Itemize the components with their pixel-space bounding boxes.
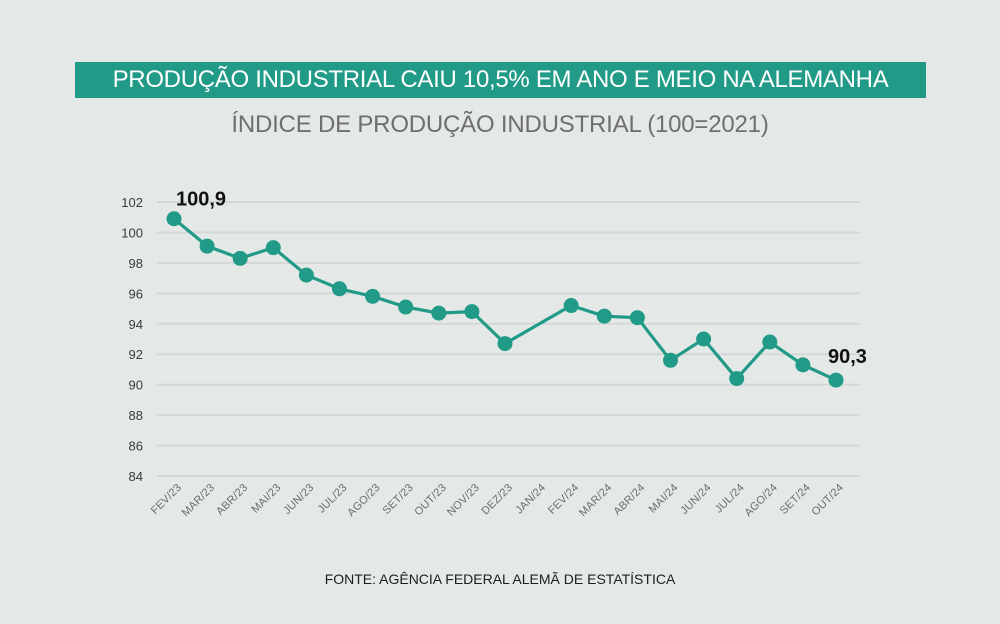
x-tick-label: OUT/23 [412, 482, 449, 519]
data-point [265, 240, 281, 256]
data-point [431, 305, 447, 321]
x-tick-label: MAR/24 [577, 482, 614, 519]
data-point [762, 334, 778, 350]
y-tick-label: 102 [121, 195, 143, 210]
x-tick-label: AGO/23 [345, 482, 382, 519]
x-tick-label: NOV/23 [445, 482, 482, 519]
x-tick-label: DEZ/23 [479, 482, 515, 518]
data-point [166, 211, 182, 227]
x-tick-label: JAN/24 [513, 482, 548, 517]
data-point [464, 304, 480, 320]
x-tick-label: SET/24 [778, 482, 813, 517]
y-tick-label: 98 [129, 256, 143, 271]
x-tick-label: MAI/24 [647, 482, 681, 516]
data-point [563, 298, 579, 314]
data-point [365, 288, 381, 304]
y-tick-label: 94 [129, 317, 143, 332]
x-tick-label: ABR/23 [214, 482, 250, 518]
data-point [298, 267, 314, 283]
x-tick-label: OUT/24 [810, 482, 847, 519]
data-point [828, 372, 844, 388]
x-tick-label: ABR/24 [611, 482, 647, 518]
y-tick-label: 92 [129, 347, 143, 362]
data-labels: 100,9 90,3 [176, 189, 867, 368]
data-point [696, 331, 712, 347]
series-points [166, 211, 844, 388]
data-point [629, 310, 645, 326]
x-tick-label: SET/23 [381, 482, 416, 517]
x-tick-label: MAR/23 [180, 482, 217, 519]
y-tick-label: 100 [121, 225, 143, 240]
y-tick-label: 90 [129, 378, 143, 393]
x-tick-label: MAI/23 [249, 482, 283, 516]
y-tick-label: 84 [129, 469, 143, 484]
chart-subtitle: ÍNDICE DE PRODUÇÃO INDUSTRIAL (100=2021) [231, 111, 769, 138]
data-point [398, 299, 414, 315]
data-point [795, 357, 811, 373]
data-point [199, 238, 215, 254]
y-tick-label: 96 [129, 286, 143, 301]
data-label: 90,3 [828, 346, 867, 368]
data-label: 100,9 [176, 189, 226, 211]
x-tick-label: AGO/24 [742, 482, 779, 519]
data-point [596, 308, 612, 324]
data-point [232, 250, 248, 266]
x-tick-label: FEV/24 [546, 482, 581, 517]
x-tick-label: FEV/23 [149, 482, 184, 517]
data-point [729, 371, 745, 387]
y-tick-label: 86 [129, 439, 143, 454]
gridlines [157, 201, 860, 477]
chart-title: PRODUÇÃO INDUSTRIAL CAIU 10,5% EM ANO E … [112, 66, 889, 93]
y-tick-label: 88 [129, 408, 143, 423]
x-tick-label: JUN/24 [678, 482, 713, 517]
x-tick-label: JUN/23 [281, 482, 316, 517]
data-point [332, 281, 347, 297]
y-axis: 84 86 88 90 92 94 96 98 100 102 [121, 195, 143, 484]
data-point [663, 352, 678, 368]
source-note: FONTE: AGÊNCIA FEDERAL ALEMÃ DE ESTATÍST… [324, 571, 676, 587]
data-point [497, 336, 513, 352]
chart-title-banner: PRODUÇÃO INDUSTRIAL CAIU 10,5% EM ANO E … [75, 62, 926, 98]
